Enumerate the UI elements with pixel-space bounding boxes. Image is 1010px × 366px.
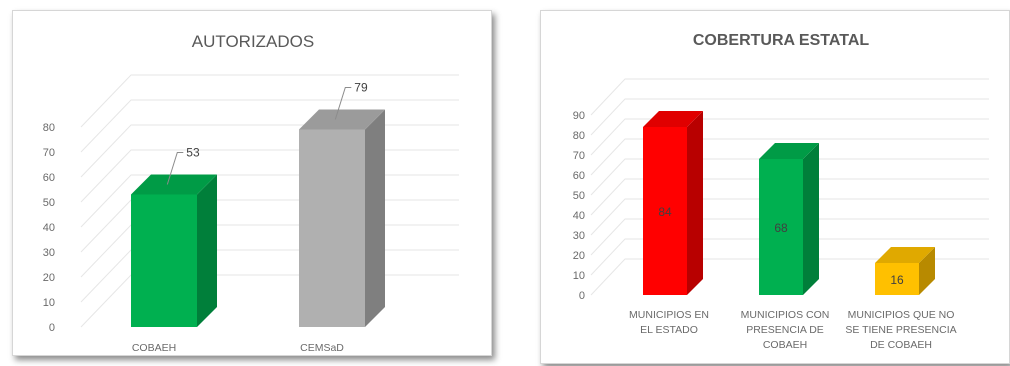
cobertura-category-label-line: EL ESTADO <box>640 324 698 336</box>
cobertura-y-tick-label: 80 <box>573 130 585 142</box>
autorizados-gridline <box>80 99 459 153</box>
cobertura-gridline <box>590 218 989 256</box>
cobertura-bar-side <box>803 143 819 295</box>
autorizados-data-label: 53 <box>186 146 200 160</box>
autorizados-gridline <box>80 124 459 178</box>
autorizados-category-label: COBAEH <box>132 342 176 354</box>
cobertura-gridline <box>590 98 989 136</box>
cobertura-category-label-line: PRESENCIA DE <box>746 324 824 336</box>
autorizados-bar-front <box>131 194 197 327</box>
autorizados-y-tick-label: 50 <box>43 197 55 209</box>
cobertura-gridline <box>590 138 989 176</box>
autorizados-y-tick-label: 30 <box>43 247 55 259</box>
cobertura-bar-front <box>643 127 687 295</box>
autorizados-bar-side <box>197 174 217 327</box>
autorizados-category-label: CEMSaD <box>300 342 344 354</box>
cobertura-y-tick-label: 40 <box>573 210 585 222</box>
cobertura-gridline <box>590 78 989 116</box>
cobertura-y-tick-label: 60 <box>573 170 585 182</box>
cobertura-data-label: 84 <box>658 205 672 219</box>
cobertura-category-label-line: MUNICIPIOS EN <box>629 309 709 321</box>
autorizados-bar-top <box>131 174 217 195</box>
cobertura-gridline <box>590 158 989 196</box>
autorizados-category-label-line: CEMSaD <box>300 342 344 354</box>
cobertura-title: COBERTURA ESTATAL <box>693 32 870 49</box>
cobertura-bar-top <box>875 247 935 263</box>
cobertura-y-tick-label: 70 <box>573 150 585 162</box>
cobertura-category-label-line: SE TIENE PRESENCIA <box>845 324 956 336</box>
cobertura-category-label-line: DE COBAEH <box>870 339 932 351</box>
cobertura-data-label: 16 <box>890 273 904 287</box>
cobertura-gridline <box>590 198 989 236</box>
autorizados-y-tick-label: 0 <box>49 322 55 334</box>
autorizados-title: AUTORIZADOS <box>192 32 314 51</box>
chart-autorizados-canvas: AUTORIZADOS 0 10 20 30 40 50 60 70 80 53 COBAEH 79 CE… <box>43 32 459 354</box>
cobertura-category-label-line: MUNICIPIOS QUE NO <box>848 309 955 321</box>
autorizados-category-label-line: COBAEH <box>132 342 176 354</box>
autorizados-data-label: 79 <box>354 81 368 95</box>
autorizados-y-tick-label: 10 <box>43 297 55 309</box>
cobertura-category-label: MUNICIPIOS CON PRESENCIA DE COBAEH <box>741 309 830 351</box>
cobertura-y-tick-label: 0 <box>579 290 585 302</box>
autorizados-y-tick-label: 60 <box>43 172 55 184</box>
cobertura-bar-top <box>759 143 819 159</box>
chart-cobertura-estatal: COBERTURA ESTATAL 0 10 20 30 40 50 60 70 80 90 84 MU… <box>540 10 1010 364</box>
autorizados-bar-front <box>299 129 365 327</box>
cobertura-y-tick-label: 20 <box>573 250 585 262</box>
cobertura-gridline <box>590 238 989 276</box>
cobertura-gridline <box>590 258 989 296</box>
autorizados-gridline <box>80 74 459 128</box>
cobertura-y-tick-label: 50 <box>573 190 585 202</box>
cobertura-gridline <box>590 118 989 156</box>
autorizados-data-label-leader <box>334 87 352 120</box>
autorizados-y-tick-label: 40 <box>43 222 55 234</box>
autorizados-bar-top <box>299 109 385 130</box>
autorizados-y-tick-label: 20 <box>43 272 55 284</box>
cobertura-bar-side <box>687 111 703 295</box>
cobertura-y-tick-label: 90 <box>573 110 585 122</box>
cobertura-bar-front <box>875 263 919 295</box>
cobertura-category-label-line: MUNICIPIOS CON <box>741 309 830 321</box>
cobertura-bar-top <box>643 111 703 127</box>
chart-cobertura-estatal-canvas: COBERTURA ESTATAL 0 10 20 30 40 50 60 70 80 90 84 MU… <box>573 32 989 351</box>
autorizados-y-tick-label: 80 <box>43 122 55 134</box>
cobertura-category-label: MUNICIPIOS QUE NO SE TIENE PRESENCIA DE CO… <box>845 309 956 351</box>
chart-autorizados: AUTORIZADOS 0 10 20 30 40 50 60 70 80 53 COBAEH 79 CE… <box>12 10 492 356</box>
cobertura-gridline <box>590 178 989 216</box>
cobertura-bar-front <box>759 159 803 295</box>
cobertura-category-label: MUNICIPIOS EN EL ESTADO <box>629 309 709 336</box>
autorizados-data-label-leader <box>166 152 184 185</box>
cobertura-y-tick-label: 30 <box>573 230 585 242</box>
cobertura-y-tick-label: 10 <box>573 270 585 282</box>
cobertura-category-label-line: COBAEH <box>763 339 807 351</box>
cobertura-data-label: 68 <box>774 221 788 235</box>
autorizados-bar-side <box>365 109 385 327</box>
autorizados-y-tick-label: 70 <box>43 147 55 159</box>
